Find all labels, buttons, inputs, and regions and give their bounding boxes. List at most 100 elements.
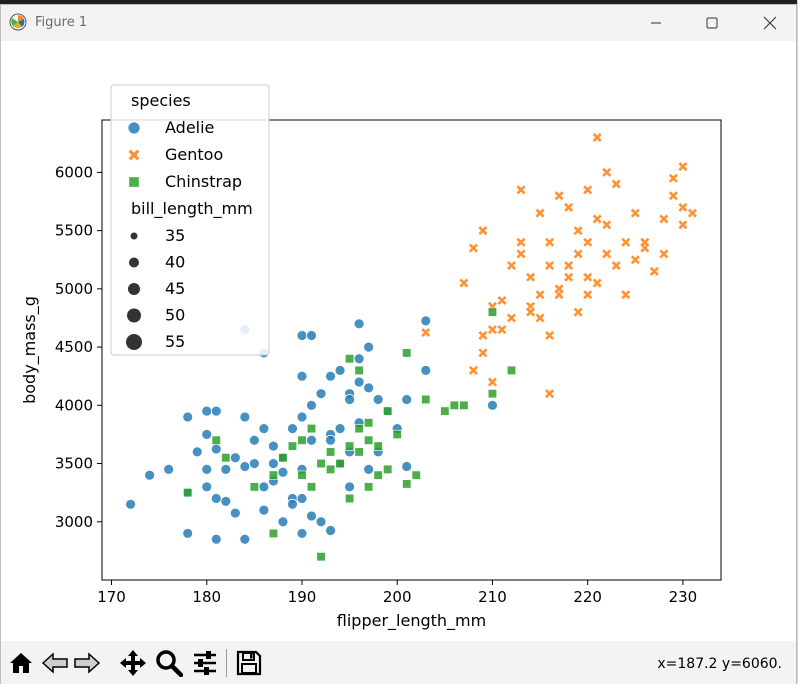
data-point-chinstrap — [278, 453, 288, 463]
data-point-adelie — [220, 463, 232, 475]
data-point-gentoo — [477, 225, 489, 236]
data-point-adelie — [210, 405, 222, 417]
data-point-adelie — [420, 315, 432, 327]
data-point-chinstrap — [345, 441, 355, 451]
data-point-gentoo — [620, 237, 631, 248]
legend-size-marker — [130, 232, 138, 240]
save-icon — [236, 650, 262, 676]
data-point-adelie — [201, 481, 213, 493]
minimize-icon — [651, 22, 661, 24]
data-point-adelie — [220, 495, 232, 507]
data-point-gentoo — [592, 132, 603, 143]
data-point-gentoo — [582, 184, 593, 195]
data-point-adelie — [258, 423, 270, 435]
data-point-adelie — [210, 533, 222, 545]
data-point-gentoo — [525, 307, 536, 318]
data-point-adelie — [296, 411, 308, 423]
data-point-adelie — [306, 399, 317, 411]
data-point-gentoo — [563, 260, 574, 271]
data-point-chinstrap — [459, 400, 469, 410]
home-button[interactable] — [5, 647, 37, 679]
maximize-icon — [706, 17, 718, 29]
data-point-adelie — [287, 423, 298, 435]
legend-size-label: 35 — [165, 226, 185, 245]
data-point-chinstrap — [183, 488, 193, 498]
data-point-adelie — [277, 516, 289, 528]
data-point-gentoo — [496, 324, 508, 335]
data-point-adelie — [229, 452, 241, 464]
legend-size-marker — [128, 283, 140, 295]
data-point-adelie — [201, 463, 213, 475]
data-point-chinstrap — [297, 470, 307, 480]
close-button[interactable] — [747, 5, 793, 41]
data-point-gentoo — [611, 260, 622, 271]
data-point-chinstrap — [345, 493, 355, 504]
data-point-gentoo — [544, 237, 555, 248]
data-point-adelie — [239, 411, 251, 423]
data-point-adelie — [401, 461, 413, 472]
data-point-gentoo — [573, 248, 584, 260]
data-point-chinstrap — [506, 365, 517, 375]
data-point-gentoo — [506, 312, 517, 324]
data-point-chinstrap — [487, 389, 497, 399]
data-point-gentoo — [668, 190, 679, 201]
data-point-gentoo — [630, 208, 641, 219]
data-point-chinstrap — [373, 441, 383, 451]
data-point-chinstrap — [316, 552, 326, 562]
data-point-chinstrap — [440, 406, 450, 416]
zoom-button[interactable] — [153, 647, 185, 679]
data-point-gentoo — [582, 272, 593, 283]
data-point-adelie — [344, 394, 356, 405]
data-point-chinstrap — [364, 418, 374, 428]
maximize-button[interactable] — [689, 5, 735, 41]
y-tick-label: 5000 — [55, 280, 93, 298]
legend-size-marker — [127, 308, 141, 323]
data-point-chinstrap — [306, 424, 317, 434]
data-point-gentoo — [496, 295, 508, 306]
window-title: Figure 1 — [35, 15, 88, 30]
forward-button[interactable] — [71, 647, 103, 679]
y-tick-label: 3000 — [55, 513, 93, 531]
navigation-toolbar: x=187.2 y=6060. — [1, 641, 796, 684]
data-point-gentoo — [677, 219, 689, 230]
data-point-chinstrap — [287, 441, 298, 451]
data-point-adelie — [239, 533, 251, 545]
data-point-adelie — [248, 434, 260, 446]
legend-size-label: 45 — [165, 279, 185, 298]
x-tick-label: 170 — [97, 588, 126, 606]
data-point-chinstrap — [487, 307, 497, 317]
data-point-gentoo — [658, 248, 669, 260]
background-editor-strip — [797, 0, 807, 693]
data-point-adelie — [363, 382, 375, 394]
data-point-chinstrap — [354, 365, 364, 375]
legend-size-label: 55 — [165, 332, 185, 351]
data-point-adelie — [248, 458, 260, 469]
data-point-adelie — [296, 493, 308, 504]
data-point-chinstrap — [392, 429, 402, 439]
data-point-adelie — [144, 469, 156, 481]
legend-entry-label: Gentoo — [165, 145, 223, 164]
data-point-adelie — [306, 434, 317, 446]
legend-frame — [110, 84, 270, 356]
data-point-adelie — [163, 463, 175, 475]
figure-canvas[interactable]: 170 180 190 200 210 220 230 3000 3500 4000 4500 50… — [1, 41, 796, 641]
data-point-gentoo — [534, 289, 546, 300]
data-point-gentoo — [668, 173, 679, 184]
data-point-adelie — [363, 341, 375, 353]
legend-size-marker — [129, 257, 139, 268]
pan-button[interactable] — [117, 647, 149, 679]
data-point-chinstrap — [364, 435, 374, 445]
save-button[interactable] — [233, 647, 265, 679]
data-point-adelie — [296, 330, 308, 341]
data-point-adelie — [182, 528, 194, 539]
configure-subplots-button[interactable] — [189, 647, 221, 679]
data-point-chinstrap — [268, 470, 278, 480]
data-point-adelie — [239, 461, 251, 472]
data-point-gentoo — [658, 213, 669, 225]
back-button[interactable] — [39, 647, 71, 679]
data-point-chinstrap — [249, 482, 259, 492]
data-point-gentoo — [573, 225, 584, 236]
minimize-button[interactable] — [633, 5, 679, 41]
data-point-adelie — [306, 510, 317, 522]
data-point-gentoo — [458, 277, 469, 289]
